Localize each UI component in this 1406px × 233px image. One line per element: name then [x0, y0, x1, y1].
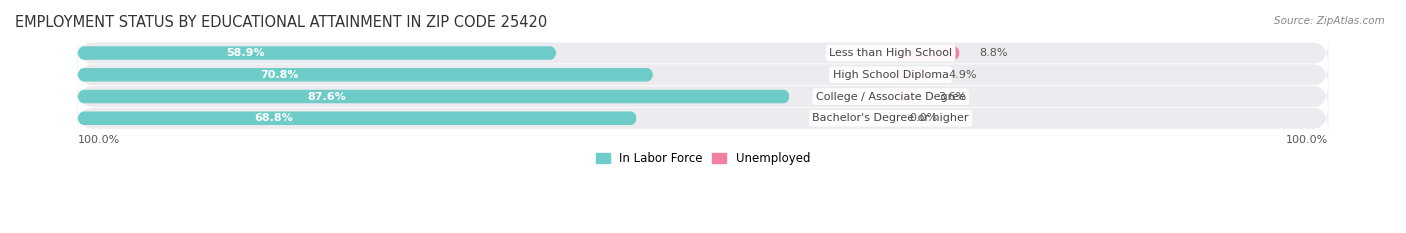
Text: Less than High School: Less than High School — [830, 48, 952, 58]
Text: Source: ZipAtlas.com: Source: ZipAtlas.com — [1274, 16, 1385, 26]
FancyBboxPatch shape — [890, 90, 920, 103]
Text: Bachelor's Degree or higher: Bachelor's Degree or higher — [813, 113, 969, 123]
Text: 0.0%: 0.0% — [910, 113, 938, 123]
Text: 58.9%: 58.9% — [226, 48, 264, 58]
FancyBboxPatch shape — [77, 46, 557, 60]
FancyBboxPatch shape — [77, 103, 1329, 134]
FancyBboxPatch shape — [890, 46, 960, 60]
Text: 8.8%: 8.8% — [979, 48, 1007, 58]
FancyBboxPatch shape — [77, 112, 637, 125]
FancyBboxPatch shape — [890, 68, 929, 82]
Text: 100.0%: 100.0% — [77, 135, 120, 145]
Legend: In Labor Force, Unemployed: In Labor Force, Unemployed — [591, 147, 815, 170]
Text: 68.8%: 68.8% — [254, 113, 292, 123]
FancyBboxPatch shape — [77, 81, 1329, 112]
Text: 100.0%: 100.0% — [1286, 135, 1329, 145]
Text: High School Diploma: High School Diploma — [832, 70, 949, 80]
FancyBboxPatch shape — [77, 90, 790, 103]
Text: 87.6%: 87.6% — [308, 92, 346, 102]
Text: 3.6%: 3.6% — [938, 92, 966, 102]
FancyBboxPatch shape — [77, 37, 1329, 69]
Text: 4.9%: 4.9% — [948, 70, 977, 80]
FancyBboxPatch shape — [77, 59, 1329, 90]
Text: 70.8%: 70.8% — [260, 70, 298, 80]
FancyBboxPatch shape — [77, 68, 654, 82]
Text: College / Associate Degree: College / Associate Degree — [815, 92, 966, 102]
Text: EMPLOYMENT STATUS BY EDUCATIONAL ATTAINMENT IN ZIP CODE 25420: EMPLOYMENT STATUS BY EDUCATIONAL ATTAINM… — [15, 15, 547, 30]
